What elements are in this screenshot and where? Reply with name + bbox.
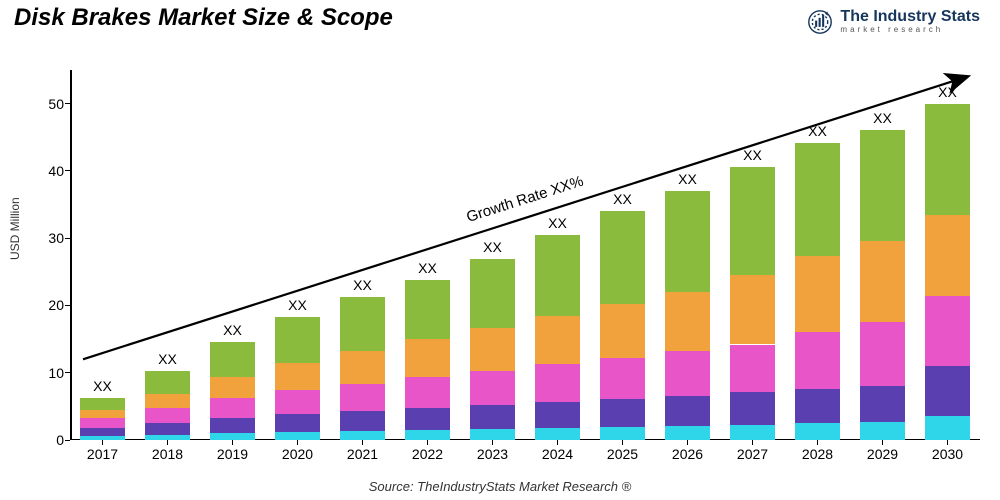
x-tick-mark — [817, 440, 818, 445]
logo-sub-text: market research — [840, 25, 980, 35]
x-tick-label: 2024 — [535, 446, 581, 462]
x-tick-label: 2020 — [275, 446, 321, 462]
x-tick-label: 2028 — [795, 446, 841, 462]
x-tick-mark — [687, 440, 688, 445]
x-tick-label: 2026 — [665, 446, 711, 462]
source-caption: Source: TheIndustryStats Market Research… — [0, 479, 1000, 494]
y-tick-label: 40 — [34, 163, 64, 179]
y-tick-label: 0 — [34, 432, 64, 448]
x-tick-mark — [297, 440, 298, 445]
x-tick-label: 2019 — [210, 446, 256, 462]
y-tick-label: 50 — [34, 96, 64, 112]
chart-title: Disk Brakes Market Size & Scope — [14, 4, 393, 32]
x-tick-label: 2022 — [405, 446, 451, 462]
x-tick-mark — [167, 440, 168, 445]
logo-main-text: The Industry Stats — [840, 9, 980, 25]
x-tick-mark — [622, 440, 623, 445]
y-tick-label: 10 — [34, 365, 64, 381]
x-tick-mark — [492, 440, 493, 445]
x-tick-mark — [752, 440, 753, 445]
chart-container: Disk Brakes Market Size & Scope The Indu… — [0, 0, 1000, 500]
growth-arrow — [70, 70, 980, 440]
x-tick-mark — [362, 440, 363, 445]
x-tick-mark — [882, 440, 883, 445]
x-tick-label: 2018 — [145, 446, 191, 462]
x-tick-mark — [557, 440, 558, 445]
x-tick-mark — [427, 440, 428, 445]
x-tick-label: 2025 — [600, 446, 646, 462]
x-tick-mark — [102, 440, 103, 445]
x-tick-label: 2017 — [80, 446, 126, 462]
brand-logo: The Industry Stats market research — [806, 8, 980, 36]
x-tick-label: 2021 — [340, 446, 386, 462]
gear-bars-icon — [806, 8, 834, 36]
logo-text-block: The Industry Stats market research — [840, 9, 980, 35]
y-tick-label: 20 — [34, 297, 64, 313]
x-tick-label: 2030 — [925, 446, 971, 462]
x-tick-mark — [947, 440, 948, 445]
y-tick-label: 30 — [34, 230, 64, 246]
chart-plot-area: 01020304050XX2017XX2018XX2019XX2020XX202… — [70, 70, 980, 440]
x-tick-mark — [232, 440, 233, 445]
y-axis-label: USD Million — [8, 197, 22, 260]
x-tick-label: 2027 — [730, 446, 776, 462]
x-tick-label: 2029 — [860, 446, 906, 462]
x-tick-label: 2023 — [470, 446, 516, 462]
